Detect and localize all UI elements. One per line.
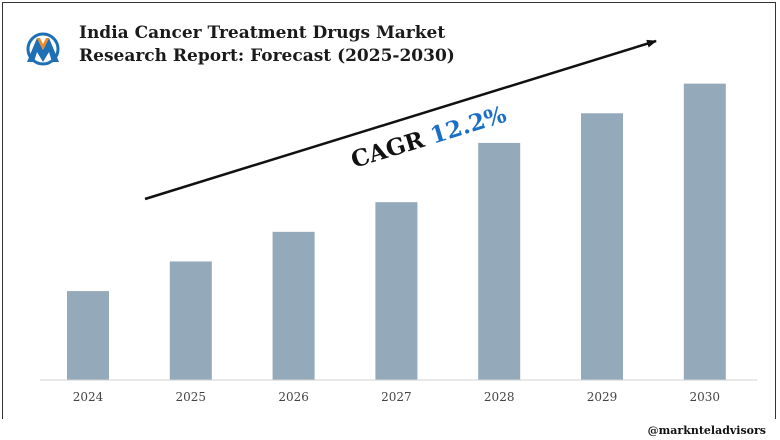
watermark: @marknteladvisors: [647, 424, 766, 437]
bars: [67, 83, 726, 381]
bar-2026: [272, 231, 315, 380]
x-tick-label-2026: 2026: [278, 390, 309, 404]
cagr-trend-arrow: [144, 39, 657, 201]
x-tick-labels: 2024 2025 2026 2027 2028 2029 2030: [73, 390, 720, 404]
bar-2024: [67, 291, 109, 380]
title-line-1: India Cancer Treatment Drugs Market: [79, 23, 446, 43]
bar-2025: [169, 261, 212, 380]
bar-2027: [375, 202, 418, 380]
bar-2029: [581, 113, 623, 380]
chart-title: India Cancer Treatment Drugs Market Rese…: [79, 22, 499, 68]
x-tick-label-2027: 2027: [381, 390, 412, 404]
bar-2028: [478, 142, 521, 380]
x-tick-label-2030: 2030: [690, 390, 721, 404]
title-line-2: Research Report: Forecast (2025-2030): [79, 46, 455, 66]
footer: [0, 419, 780, 440]
markntel-logo-icon: [26, 32, 60, 66]
x-tick-label-2025: 2025: [176, 390, 207, 404]
x-tick-label-2029: 2029: [587, 390, 618, 404]
x-tick-label-2028: 2028: [484, 390, 515, 404]
x-tick-label-2024: 2024: [73, 390, 104, 404]
bar-2030: [683, 83, 726, 381]
